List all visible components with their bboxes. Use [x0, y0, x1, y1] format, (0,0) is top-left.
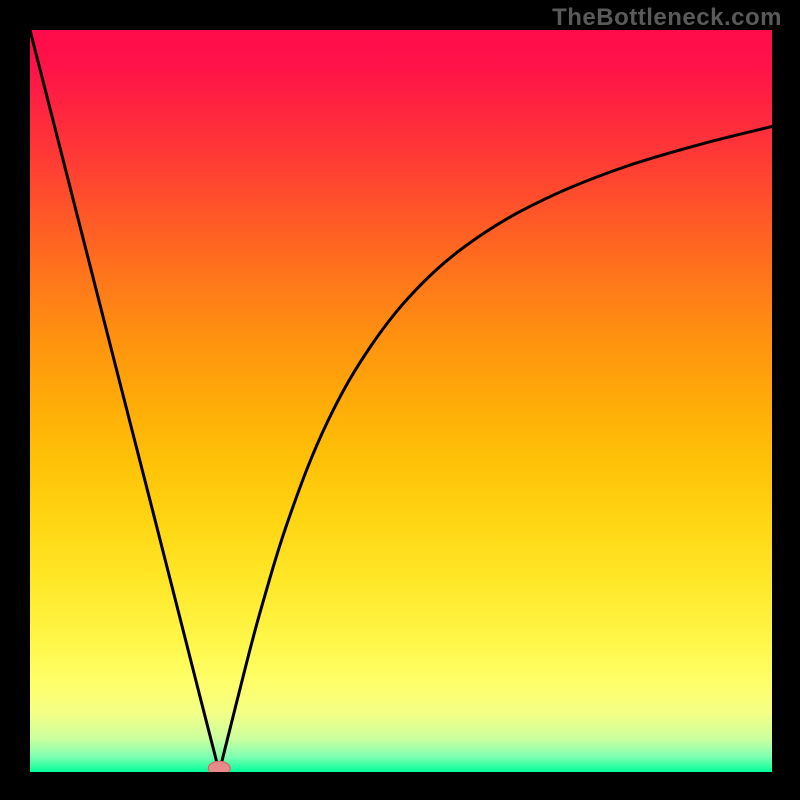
watermark-text: TheBottleneck.com [552, 4, 782, 32]
plot-area [30, 30, 772, 772]
chart-container: TheBottleneck.com [0, 0, 800, 800]
chart-svg [30, 30, 772, 772]
minimum-marker [208, 761, 230, 772]
gradient-background [30, 30, 772, 772]
